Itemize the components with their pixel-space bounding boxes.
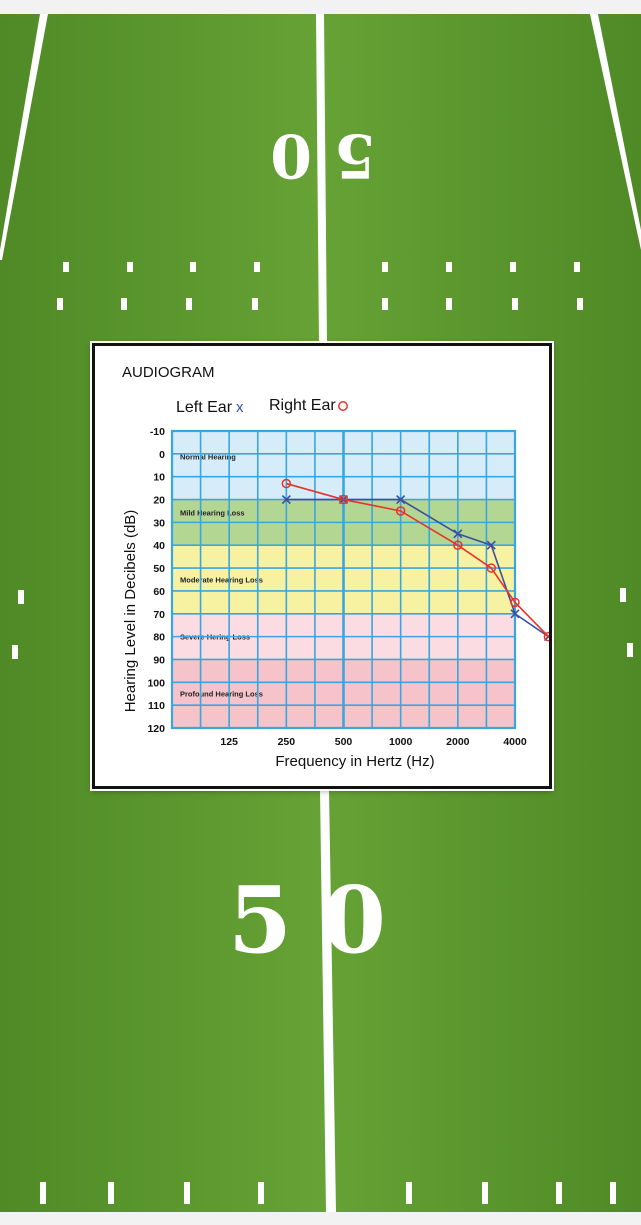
series-line-right-ear	[286, 482, 549, 638]
data-point-right-ear	[453, 540, 463, 550]
y-tick-label: 60	[153, 586, 165, 598]
data-point-right-ear	[486, 563, 497, 573]
legend-label-left-ear: Left Ear	[176, 399, 233, 416]
audiogram-chart: AUDIOGRAM Left Ear x Right Ear Normal He…	[122, 364, 549, 770]
data-point-right-ear	[281, 478, 292, 489]
data-point-right-ear	[543, 631, 549, 642]
legend: Left Ear x Right Ear	[176, 397, 348, 416]
data-point-right-ear	[395, 506, 406, 516]
chart-title: AUDIOGRAM	[122, 364, 215, 381]
data-point-right-ear	[510, 597, 520, 608]
legend-marker-right-ear	[338, 401, 348, 411]
y-tick-label: 10	[153, 472, 165, 484]
y-tick-label: 0	[159, 449, 165, 461]
y-tick-label: 100	[147, 677, 165, 689]
x-tick-label: 2000	[446, 736, 470, 748]
x-tick-label: 250	[278, 736, 296, 748]
plot-border	[170, 429, 517, 730]
x-axis-ticks: 1252505001000200040008000	[220, 736, 527, 748]
y-tick-label: 20	[153, 495, 165, 507]
x-tick-label: 1000	[389, 736, 413, 748]
top-border	[0, 0, 641, 14]
audiogram-card: AUDIOGRAM Left Ear x Right Ear Normal He…	[92, 343, 552, 789]
x-tick-label: 500	[335, 736, 353, 748]
legend-marker-left-ear: x	[236, 399, 244, 416]
y-tick-label: 110	[148, 700, 165, 712]
left-sideline	[0, 14, 48, 260]
y-tick-label: 30	[153, 517, 165, 529]
data-point-right-ear	[338, 494, 349, 505]
chart-grid	[170, 429, 517, 730]
midfield-line-bottom	[320, 790, 336, 1212]
y-tick-label: 80	[153, 632, 165, 644]
y-tick-label: 40	[153, 540, 165, 552]
y-tick-label: 120	[147, 723, 165, 735]
data-point-left-ear	[396, 494, 406, 505]
y-tick-label: 50	[153, 563, 165, 575]
series-line-left-ear	[286, 498, 549, 638]
x-tick-label: 125	[220, 736, 238, 748]
yard-number-top: 50	[248, 120, 376, 190]
x-axis-label: Frequency in Hertz (Hz)	[275, 753, 434, 770]
data-point-left-ear	[510, 609, 520, 619]
band-label-2: Moderate Hearing Loss	[180, 576, 263, 585]
bottom-border	[0, 1212, 641, 1225]
band-label-4: Profound Hearing Loss	[180, 690, 263, 699]
x-tick-label: 4000	[503, 736, 527, 748]
band-label-0: Normal Hearing	[180, 452, 236, 461]
y-tick-label: 90	[153, 654, 165, 666]
band-label-1: Mild Hearing Loss	[180, 509, 245, 518]
midfield-line-top	[316, 14, 327, 345]
y-tick-label: -10	[150, 426, 165, 438]
y-tick-label: 70	[153, 609, 165, 621]
yard-number-bottom: 50	[228, 866, 416, 974]
data-point-left-ear	[453, 529, 463, 539]
data-point-left-ear	[486, 540, 496, 550]
data-point-left-ear	[281, 494, 291, 505]
y-axis-label: Hearing Level in Decibels (dB)	[122, 510, 139, 713]
y-axis-ticks: -10 0 10 20 30 40 50 60 70 80 90 100 110 120	[147, 426, 165, 735]
legend-label-right-ear: Right Ear	[269, 397, 336, 414]
series-layer	[281, 478, 549, 642]
right-sideline	[590, 14, 641, 250]
hash-marks	[12, 262, 633, 1204]
